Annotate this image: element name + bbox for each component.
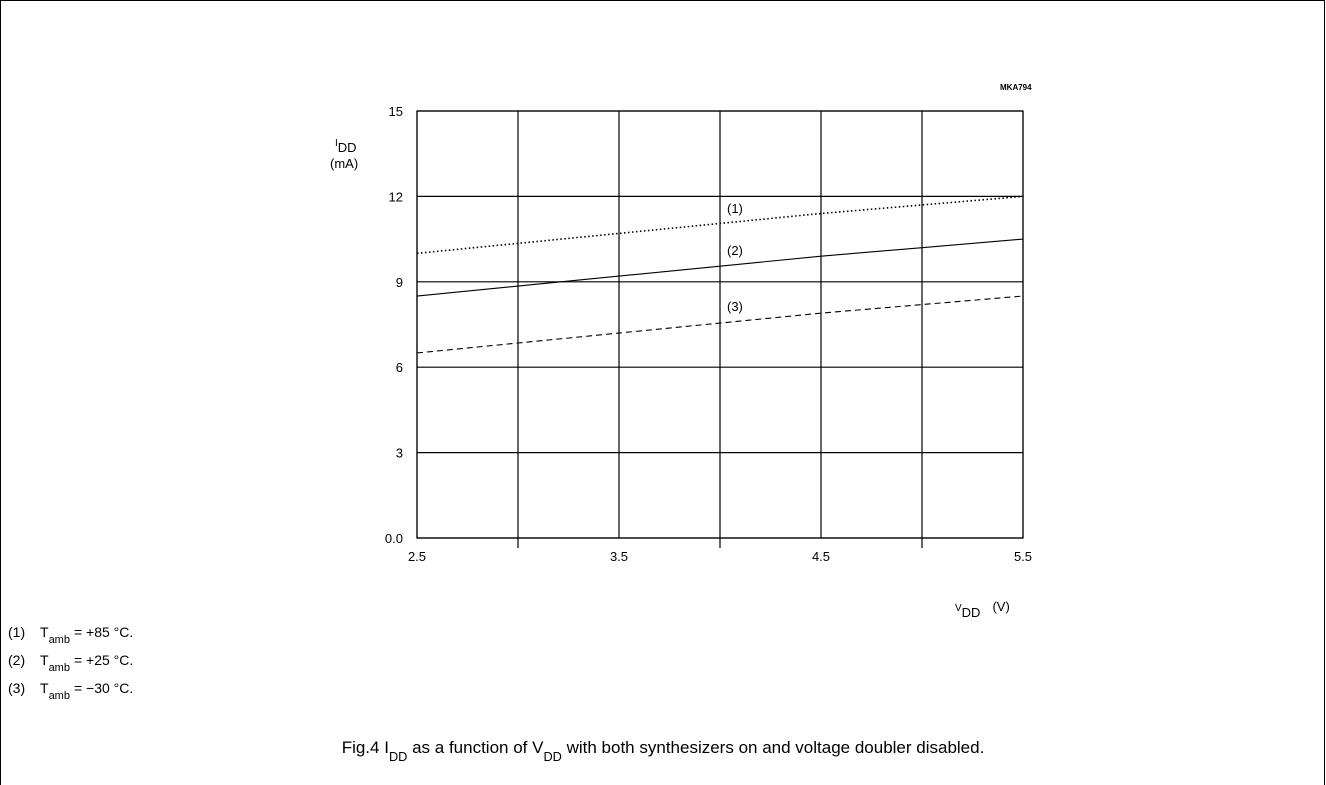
caption-part: with both synthesizers on and voltage do…: [562, 738, 984, 757]
caption-part: DD: [389, 749, 407, 764]
note-symbol: T: [40, 652, 49, 668]
series-label: (2): [727, 243, 743, 258]
figure-code: MKA794: [1000, 83, 1032, 92]
note-sub: amb: [49, 662, 70, 674]
note-symbol: T: [40, 680, 49, 696]
x-axis-label: VDD (V): [955, 599, 1010, 620]
x-tick-label: 3.5: [610, 549, 628, 564]
series-line: [416, 295, 1024, 354]
note-value: = +25 °C.: [74, 652, 133, 668]
y-tick-label: 9: [396, 275, 403, 290]
y-axis-label: IDD: [335, 138, 357, 155]
y-axis-symbol: I: [335, 138, 338, 149]
note-label: (3): [8, 680, 25, 696]
x-tick-label: 5.5: [1014, 549, 1032, 564]
note-sub: amb: [49, 634, 70, 646]
y-tick-label: 6: [396, 360, 403, 375]
note-label: (1): [8, 624, 25, 640]
caption-part: as a function of V: [407, 738, 544, 757]
series-line: [416, 238, 1024, 297]
note-text: Tamb = −30 °C.: [40, 680, 133, 702]
y-tick-label: 3: [396, 446, 403, 461]
series-label: (3): [727, 299, 743, 314]
y-axis-unit: (mA): [330, 156, 358, 171]
x-tick-label: 2.5: [408, 549, 426, 564]
series-line: [416, 195, 1024, 255]
y-axis-sub: DD: [338, 140, 357, 155]
note-symbol: T: [40, 624, 49, 640]
y-tick-label: 0.0: [385, 531, 403, 546]
caption-part: Fig.4 I: [342, 738, 389, 757]
note-text: Tamb = +25 °C.: [40, 652, 133, 674]
caption: Fig.4 IDD as a function of VDD with both…: [342, 738, 985, 764]
note-text: Tamb = +85 °C.: [40, 624, 133, 646]
note-sub: amb: [49, 690, 70, 702]
x-axis-unit: (V): [992, 599, 1009, 614]
x-tick-label: 4.5: [812, 549, 830, 564]
x-axis-symbol: V: [955, 603, 962, 614]
y-tick-label: 15: [389, 104, 403, 119]
plot-frame: [416, 110, 1024, 539]
caption-part: DD: [543, 749, 561, 764]
y-tick-label: 12: [389, 189, 403, 204]
note-label: (2): [8, 652, 25, 668]
x-axis-sub: DD: [962, 605, 981, 620]
note-value: = +85 °C.: [74, 624, 133, 640]
note-value: = −30 °C.: [74, 680, 133, 696]
series-label: (1): [727, 201, 743, 216]
